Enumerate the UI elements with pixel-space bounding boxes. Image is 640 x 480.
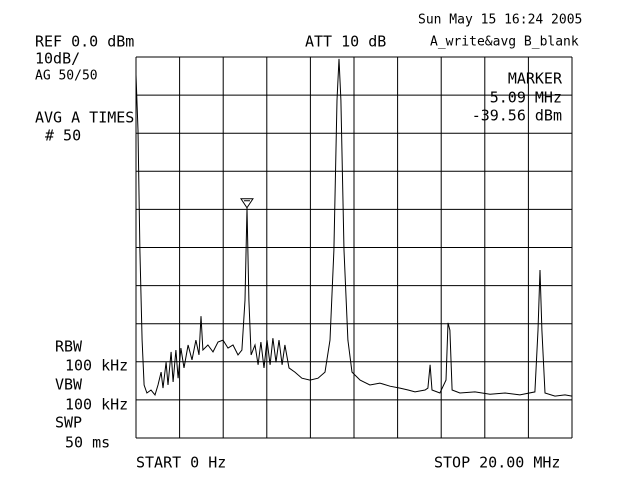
- sweep-label: SWP: [55, 414, 82, 432]
- marker-amplitude: -39.56 dBm: [472, 107, 562, 125]
- scale: 10dB/: [35, 50, 80, 68]
- stop-frequency: STOP 20.00 MHz: [434, 454, 560, 472]
- vbw-value: 100 kHz: [65, 396, 128, 414]
- start-frequency: START 0 Hz: [136, 454, 226, 472]
- timestamp: Sun May 15 16:24 2005: [418, 13, 582, 28]
- marker: [240, 198, 254, 209]
- avg-gain: AG 50/50: [35, 69, 98, 84]
- sweep-value: 50 ms: [65, 434, 110, 452]
- trace: [135, 58, 573, 397]
- avg-label: AVG A TIMES: [35, 109, 134, 127]
- ref-level: REF 0.0 dBm: [35, 33, 134, 51]
- rbw-value: 100 kHz: [65, 357, 128, 375]
- attenuation: ATT 10 dB: [305, 33, 386, 51]
- trace-mode: A_write&avg B_blank: [430, 35, 579, 50]
- avg-count: # 50: [45, 127, 81, 145]
- marker-label: MARKER: [508, 70, 563, 88]
- rbw-label: RBW: [55, 338, 83, 356]
- vbw-label: VBW: [55, 376, 83, 394]
- marker-frequency: 5.09 MHz: [490, 89, 562, 107]
